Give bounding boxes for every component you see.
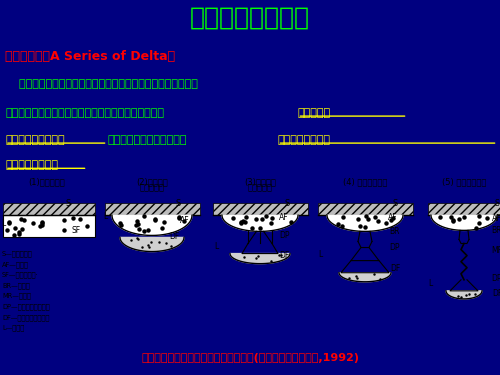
Text: AF: AF <box>279 213 289 222</box>
Text: (5) 长河流三角洲: (5) 长河流三角洲 <box>442 177 486 186</box>
Bar <box>3 215 95 237</box>
Text: BR: BR <box>390 227 400 236</box>
Text: AF: AF <box>388 213 398 222</box>
Text: MR—曲流河: MR—曲流河 <box>2 293 31 300</box>
Text: 体系类型及供给方式: 体系类型及供给方式 <box>5 135 64 145</box>
Text: BR—辫状河: BR—辫状河 <box>2 282 30 289</box>
Text: AF: AF <box>180 216 190 225</box>
Text: DF: DF <box>390 264 400 273</box>
Text: 三角洲序列（A Series of Delta）: 三角洲序列（A Series of Delta） <box>5 50 175 63</box>
Text: (4) 短河流三角洲: (4) 短河流三角洲 <box>343 177 387 186</box>
Polygon shape <box>112 215 192 236</box>
Polygon shape <box>120 237 184 252</box>
Bar <box>213 203 308 215</box>
Text: 不同类型的三角洲: 不同类型的三角洲 <box>190 5 310 29</box>
Text: SF: SF <box>72 226 80 236</box>
Bar <box>105 203 200 215</box>
Text: 。不同物源体系对应不同的: 。不同物源体系对应不同的 <box>108 135 187 145</box>
Bar <box>318 203 413 215</box>
Text: (2)扇三角洲: (2)扇三角洲 <box>136 177 168 186</box>
Text: (3)扇三角形: (3)扇三角形 <box>244 177 276 186</box>
Text: S: S <box>284 199 290 208</box>
Text: 沉积物供给: 沉积物供给 <box>298 108 330 118</box>
Text: S: S <box>176 199 180 208</box>
Text: （幕山型）: （幕山型） <box>140 183 164 192</box>
Text: 式、沉积物类型。: 式、沉积物类型。 <box>5 160 58 170</box>
Text: S: S <box>494 199 500 208</box>
Text: 三角洲及扇三角洲等。上述沉积体系命名的主要依据是: 三角洲及扇三角洲等。上述沉积体系命名的主要依据是 <box>5 108 164 118</box>
Text: DF: DF <box>492 289 500 298</box>
Bar <box>428 203 500 215</box>
Text: DP—（扇）三角洲平原: DP—（扇）三角洲平原 <box>2 303 50 310</box>
Text: L—湖岸线: L—湖岸线 <box>2 325 24 331</box>
Text: （幕扇型）: （幕扇型） <box>248 183 272 192</box>
Text: AF: AF <box>492 214 500 223</box>
Text: (1)水下冲积扇: (1)水下冲积扇 <box>28 177 66 186</box>
Text: MR: MR <box>491 246 500 255</box>
Text: 湖岸位置与砂体类型和演化关系示意图(据吴崇筠和薛叔浩等,1992): 湖岸位置与砂体类型和演化关系示意图(据吴崇筠和薛叔浩等,1992) <box>141 353 359 363</box>
Text: DP: DP <box>492 274 500 283</box>
Text: SF—水下冲积扇·: SF—水下冲积扇· <box>2 272 38 278</box>
Text: 地貌形态、沉积方: 地貌形态、沉积方 <box>278 135 330 145</box>
Text: L: L <box>214 242 218 250</box>
Text: AF—冲积扇: AF—冲积扇 <box>2 261 29 268</box>
Text: DP: DP <box>279 231 289 240</box>
Text: L: L <box>103 212 107 221</box>
Text: DF: DF <box>279 251 289 260</box>
Text: 以三角洲为基本名称命名的沉积体系很多，如三角洲、辫状河: 以三角洲为基本名称命名的沉积体系很多，如三角洲、辫状河 <box>5 79 198 89</box>
Polygon shape <box>446 291 482 299</box>
Bar <box>3 203 95 215</box>
Text: L: L <box>1 219 5 228</box>
Polygon shape <box>431 215 497 230</box>
Polygon shape <box>222 215 298 231</box>
Text: DF—（扇）三角洲前缘: DF—（扇）三角洲前缘 <box>2 314 50 321</box>
Text: BR: BR <box>492 226 500 236</box>
Text: S: S <box>66 199 70 208</box>
Text: S—物源区老山: S—物源区老山 <box>2 251 33 257</box>
Polygon shape <box>230 254 290 264</box>
Text: S: S <box>392 199 398 208</box>
Text: DP: DP <box>390 243 400 252</box>
Text: L: L <box>318 250 322 259</box>
Text: L: L <box>428 279 432 288</box>
Polygon shape <box>327 215 403 231</box>
Text: DF: DF <box>169 232 179 242</box>
Polygon shape <box>339 273 391 282</box>
